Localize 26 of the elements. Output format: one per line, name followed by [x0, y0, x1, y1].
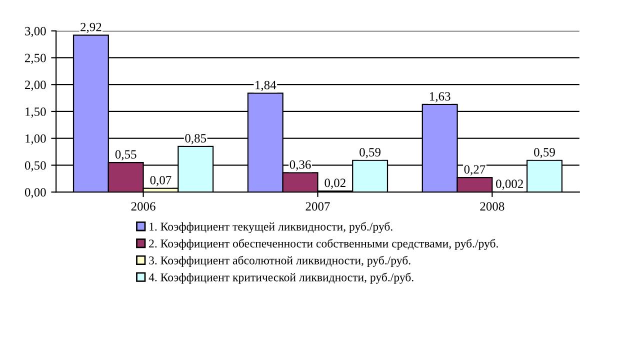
legend-label: 2. Коэффициент обеспеченности собственными средствами, руб./руб. [149, 238, 498, 250]
data-label: 0,36 [290, 160, 311, 171]
y-tick-label: 1,00 [26, 134, 46, 145]
y-tick-label: 2,50 [25, 54, 46, 64]
data-label: 0,27 [464, 165, 486, 176]
x-tick-label: 2007 [306, 202, 330, 211]
data-label: 0,85 [185, 134, 206, 144]
legend-label: 3. Коэффициент абсолютной ликвидности, руб./руб. [149, 256, 410, 267]
x-tick-label: 2006 [131, 202, 156, 211]
y-tick-label: 0,50 [24, 161, 46, 172]
legend-label: 1. Коэффициент текущей ликвидности, руб./руб. [150, 222, 392, 234]
data-label: 0,002 [496, 180, 523, 190]
y-tick-label: 1,50 [26, 108, 46, 118]
y-tick-label: 3,00 [25, 26, 46, 38]
data-label: 2,92 [80, 22, 102, 34]
data-label: 0,59 [360, 148, 380, 158]
y-tick-label: 0,00 [24, 188, 46, 198]
data-label: 1,84 [256, 80, 276, 92]
x-tick-label: 2008 [480, 202, 504, 211]
data-label: 0,59 [534, 148, 555, 158]
data-label: 0,55 [115, 150, 136, 160]
data-label: 0,02 [324, 178, 346, 189]
y-tick-label: 2,00 [25, 80, 46, 91]
data-label: 0,07 [150, 176, 172, 186]
data-label: 1,63 [430, 92, 450, 102]
legend-label: 4. Коэффициент критической ликвидности, руб./руб. [148, 272, 414, 284]
